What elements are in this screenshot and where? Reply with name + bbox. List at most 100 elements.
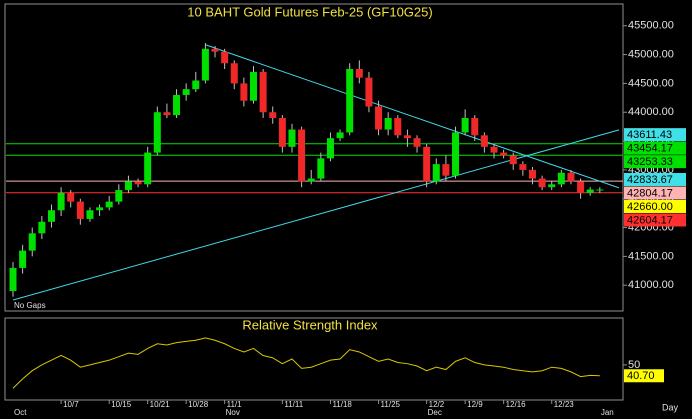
candle-body — [115, 190, 123, 202]
x-tick-label: 12/9 — [467, 400, 483, 409]
rsi-panel — [4, 317, 624, 401]
candle-body — [375, 106, 383, 130]
price-tag — [624, 141, 686, 155]
candle-body — [173, 94, 181, 116]
candle-body — [182, 89, 190, 95]
price-tag — [624, 128, 686, 142]
candle-body — [307, 178, 315, 182]
rsi-line — [12, 337, 600, 389]
candle-body — [153, 112, 161, 153]
price-tag — [624, 186, 686, 200]
candle-body — [278, 118, 286, 147]
x-tick-label: 11/25 — [381, 400, 401, 409]
month-label: Nov — [226, 408, 240, 417]
candle-body — [519, 164, 527, 170]
candle-body — [577, 181, 585, 193]
candle-body — [355, 68, 363, 78]
x-tick-label: 10/7 — [63, 400, 79, 409]
price-tag — [624, 172, 686, 186]
trend-line — [205, 44, 620, 189]
candle-body — [134, 181, 142, 185]
y-tick-label: 44000.00 — [628, 106, 674, 118]
y-tick-label: 50 — [628, 359, 640, 371]
candle-body — [317, 158, 325, 179]
candle-body — [423, 146, 431, 182]
trend-line — [12, 129, 620, 301]
candle-body — [67, 192, 75, 202]
y-tick-label: 41000.00 — [628, 279, 674, 291]
candle-body — [509, 155, 517, 165]
candle-body — [461, 118, 469, 133]
candle-body — [201, 48, 209, 81]
x-tick-label: 11/11 — [284, 400, 303, 409]
candle-body — [124, 181, 132, 191]
candle-body — [586, 189, 594, 193]
candle-body — [471, 118, 479, 136]
candle-body — [384, 118, 392, 130]
price-tag-label: 42660.00 — [627, 201, 673, 213]
month-label: Dec — [428, 408, 442, 417]
rsi-tag-label: 40.70 — [627, 370, 655, 382]
x-tick-label: 10/15 — [111, 400, 132, 409]
month-label: Oct — [14, 408, 27, 417]
rsi-tag — [624, 369, 664, 383]
y-tick-label: 45000.00 — [628, 48, 674, 60]
candle-body — [490, 146, 498, 153]
candle-body — [9, 267, 17, 291]
candle-body — [230, 63, 238, 84]
x-tick-label: 12/16 — [506, 400, 527, 409]
x-tick-label: 11/1 — [227, 400, 243, 409]
candle-body — [221, 51, 229, 64]
candle-body — [326, 138, 334, 159]
price-tag — [624, 199, 686, 213]
candle-body — [346, 68, 354, 133]
price-panel — [4, 3, 624, 312]
x-tick-label: 11/18 — [332, 400, 352, 409]
candle-body — [192, 80, 200, 90]
candle-body — [105, 201, 113, 208]
candle-body — [548, 184, 556, 188]
x-tick-label: 10/21 — [150, 400, 171, 409]
candle-body — [538, 178, 546, 188]
price-tag — [624, 155, 686, 169]
x-tick-label: 12/23 — [554, 400, 575, 409]
price-tag — [624, 213, 686, 227]
candle-body — [480, 135, 488, 147]
candle-body — [432, 164, 440, 182]
price-tag-label: 42604.17 — [627, 214, 673, 226]
note: No Gaps — [14, 301, 46, 310]
chart-title: 10 BAHT Gold Futures Feb-25 (GF10G25) — [187, 4, 432, 19]
candle-body — [557, 172, 565, 185]
candle-body — [298, 129, 306, 182]
candle-body — [163, 112, 171, 116]
candle-body — [38, 221, 46, 234]
candle-body — [76, 201, 84, 219]
x-unit: Day — [662, 402, 679, 412]
candle-body — [500, 152, 508, 156]
price-tag-label: 43253.33 — [627, 156, 673, 168]
candle-body — [269, 112, 277, 119]
price-tag-label: 43611.43 — [627, 129, 672, 141]
y-tick-label: 41500.00 — [628, 250, 674, 262]
candle-body — [567, 172, 575, 182]
price-tag-label: 42804.17 — [627, 187, 673, 199]
price-tag-label: 43454.17 — [627, 143, 673, 155]
y-tick-label: 44500.00 — [628, 77, 674, 89]
candle-body — [96, 207, 104, 211]
candle-body — [57, 192, 65, 211]
rsi-title: Relative Strength Index — [242, 317, 378, 332]
candle-body — [47, 210, 55, 222]
candle-body — [86, 210, 94, 219]
candle-body — [28, 233, 36, 251]
candle-body — [259, 71, 267, 113]
candle-body — [528, 169, 536, 179]
candle-body — [394, 118, 402, 136]
y-tick-label: 45500.00 — [628, 20, 674, 32]
candle-body — [596, 189, 604, 191]
x-tick-label: 12/2 — [429, 400, 445, 409]
candle-body — [19, 250, 27, 268]
candle-body — [240, 83, 248, 101]
candle-body — [442, 164, 450, 176]
